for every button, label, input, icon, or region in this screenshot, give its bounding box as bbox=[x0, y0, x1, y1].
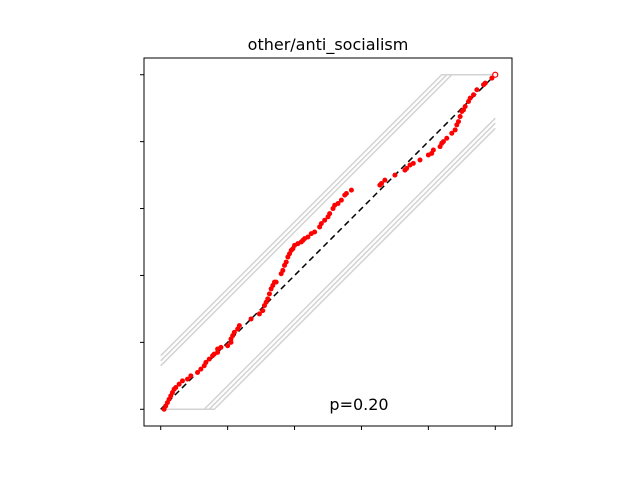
data-point bbox=[452, 127, 458, 133]
data-point bbox=[404, 165, 410, 171]
upper-envelope-line-3 bbox=[160, 73, 496, 367]
data-point bbox=[449, 130, 455, 136]
data-point bbox=[195, 369, 201, 375]
data-point bbox=[430, 147, 436, 153]
data-point bbox=[467, 95, 473, 101]
data-point bbox=[231, 329, 237, 335]
data-point bbox=[444, 135, 450, 141]
confidence-envelope bbox=[160, 73, 496, 411]
data-point bbox=[273, 279, 279, 285]
data-point bbox=[392, 172, 398, 178]
data-point bbox=[260, 308, 266, 314]
data-point bbox=[203, 359, 209, 365]
p-value-annotation: p=0.20 bbox=[329, 395, 388, 414]
data-point bbox=[348, 187, 354, 193]
data-point bbox=[492, 71, 499, 78]
reference-diagonal-line bbox=[160, 74, 496, 410]
data-point bbox=[248, 316, 254, 322]
data-point bbox=[188, 373, 194, 379]
data-point bbox=[482, 80, 488, 86]
data-point bbox=[343, 190, 349, 196]
data-point bbox=[455, 119, 461, 125]
data-point bbox=[471, 92, 477, 98]
data-point bbox=[218, 344, 224, 350]
chart-title: other/anti_socialism bbox=[248, 35, 409, 55]
data-point bbox=[280, 267, 286, 273]
data-point bbox=[318, 221, 324, 227]
data-point bbox=[382, 177, 388, 183]
data-point bbox=[305, 234, 311, 240]
axis-ticks bbox=[140, 74, 496, 430]
data-points bbox=[161, 71, 499, 412]
reference-line-group bbox=[160, 74, 496, 410]
data-point bbox=[283, 259, 289, 265]
data-point bbox=[256, 311, 262, 317]
data-point bbox=[335, 201, 341, 207]
data-point bbox=[198, 366, 204, 372]
data-point bbox=[173, 385, 179, 391]
data-point bbox=[266, 291, 272, 297]
data-point bbox=[225, 343, 231, 349]
data-point bbox=[184, 376, 190, 382]
data-point bbox=[322, 217, 328, 223]
data-point bbox=[338, 197, 344, 203]
data-point bbox=[206, 356, 212, 362]
data-point bbox=[176, 381, 182, 387]
data-point bbox=[179, 378, 185, 384]
data-point bbox=[474, 87, 480, 93]
data-point bbox=[327, 211, 333, 217]
data-point bbox=[462, 104, 468, 110]
data-point bbox=[410, 160, 416, 166]
data-point bbox=[457, 114, 463, 120]
data-point bbox=[417, 157, 423, 163]
data-point bbox=[265, 296, 271, 302]
data-point bbox=[379, 180, 385, 186]
lower-envelope-line-3 bbox=[160, 117, 496, 411]
data-point bbox=[440, 139, 446, 145]
data-point bbox=[312, 229, 318, 235]
data-point bbox=[236, 323, 242, 329]
